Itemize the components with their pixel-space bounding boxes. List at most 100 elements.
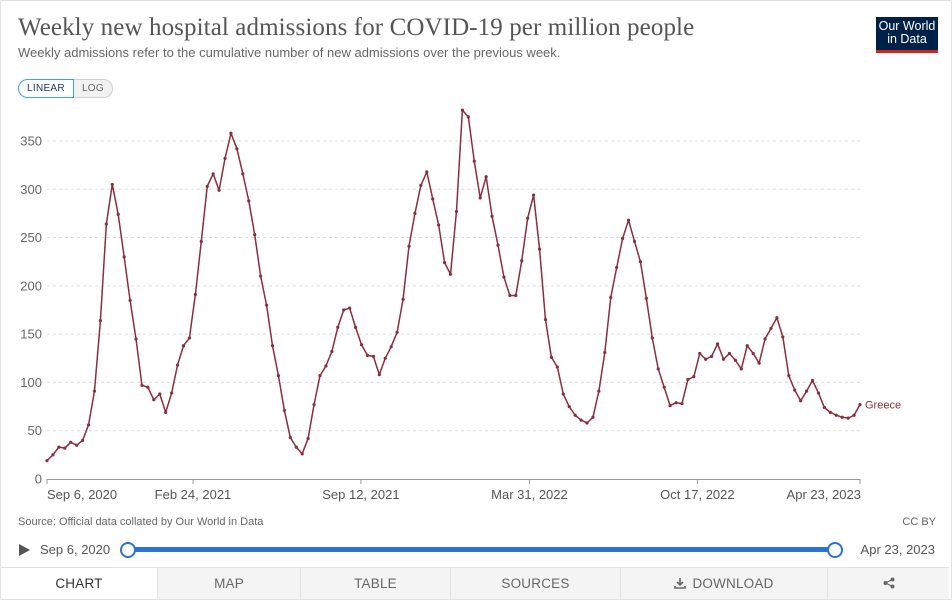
- data-point: [407, 244, 411, 248]
- y-tick-label: 0: [35, 472, 42, 487]
- data-point: [116, 212, 120, 216]
- data-point: [751, 351, 755, 356]
- data-point: [306, 436, 310, 441]
- play-icon[interactable]: [19, 544, 30, 556]
- data-point: [502, 275, 506, 279]
- data-point: [567, 404, 571, 409]
- data-point: [395, 330, 399, 334]
- data-point: [822, 405, 826, 410]
- data-point: [371, 354, 375, 358]
- data-point: [104, 222, 108, 226]
- data-point: [585, 421, 589, 425]
- data-point: [443, 261, 447, 265]
- tab-map[interactable]: MAP: [157, 568, 300, 599]
- y-tick-label: 200: [20, 278, 42, 293]
- data-point: [270, 344, 275, 348]
- timeline-end-label: Apr 23, 2023: [860, 542, 935, 557]
- data-point: [448, 272, 453, 276]
- data-point: [241, 172, 245, 176]
- data-point: [365, 353, 370, 357]
- data-point: [484, 175, 488, 179]
- tab-chart-label: CHART: [55, 576, 103, 591]
- data-point: [276, 374, 281, 378]
- download-icon: [674, 577, 687, 589]
- y-tick-label: 350: [20, 133, 42, 148]
- data-point: [247, 199, 251, 203]
- tab-table-label: TABLE: [354, 576, 397, 591]
- data-point: [217, 188, 221, 192]
- data-point: [692, 375, 696, 379]
- tab-sources[interactable]: SOURCES: [450, 568, 620, 599]
- data-point: [158, 392, 162, 396]
- data-point: [437, 223, 441, 227]
- data-point: [662, 385, 666, 389]
- data-point: [259, 274, 263, 278]
- timeline-start-handle[interactable]: [120, 542, 136, 558]
- data-point: [615, 265, 619, 270]
- data-point: [508, 293, 512, 298]
- data-point: [342, 308, 346, 312]
- data-point: [63, 446, 67, 450]
- data-point: [858, 403, 862, 407]
- data-point: [419, 183, 423, 187]
- y-tick-label: 300: [20, 182, 42, 197]
- tab-table[interactable]: TABLE: [300, 568, 450, 599]
- data-point: [193, 292, 197, 297]
- data-point: [573, 413, 577, 417]
- tab-download[interactable]: DOWNLOAD: [620, 568, 827, 599]
- tab-share[interactable]: [827, 568, 949, 599]
- data-point: [383, 356, 387, 360]
- data-point: [294, 445, 298, 449]
- data-point: [668, 404, 672, 408]
- data-point: [769, 326, 773, 330]
- data-point: [674, 401, 678, 405]
- data-point: [110, 182, 114, 187]
- data-point: [264, 303, 269, 307]
- chart-subtitle: Weekly admissions refer to the cumulativ…: [18, 45, 561, 60]
- timeline-track[interactable]: [128, 547, 835, 552]
- x-tick-label: Sep 6, 2020: [47, 487, 117, 502]
- timeline: Sep 6, 2020 Apr 23, 2023: [18, 540, 936, 560]
- data-point: [549, 355, 554, 359]
- data-point: [591, 415, 595, 419]
- data-point: [348, 306, 352, 310]
- data-point: [223, 156, 227, 160]
- data-point: [75, 443, 79, 447]
- data-point: [834, 413, 838, 417]
- data-point: [229, 131, 233, 135]
- linear-scale-button[interactable]: LINEAR: [18, 79, 74, 98]
- data-point: [781, 335, 785, 339]
- data-point: [472, 159, 476, 163]
- x-tick-label: Apr 23, 2023: [787, 487, 861, 502]
- data-point: [621, 236, 625, 241]
- data-point: [526, 216, 530, 220]
- line-chart: 0 50 100 150 200 250 300 350 Sep 6, 2020 Feb 24, …: [20, 108, 901, 502]
- data-point: [532, 193, 536, 197]
- data-point: [152, 398, 156, 402]
- data-point: [597, 389, 601, 393]
- tab-sources-label: SOURCES: [501, 576, 570, 591]
- data-point: [45, 459, 49, 463]
- log-scale-button[interactable]: LOG: [73, 79, 113, 98]
- scale-toggle: LINEAR LOG: [18, 79, 113, 98]
- source-note[interactable]: Source: Official data collated by Our Wo…: [18, 516, 264, 528]
- data-point: [92, 389, 97, 393]
- logo-line-1: Our World: [878, 19, 936, 33]
- data-point: [775, 316, 779, 320]
- data-point: [235, 147, 239, 151]
- data-point: [686, 377, 690, 382]
- tab-chart[interactable]: CHART: [1, 568, 157, 599]
- license-label[interactable]: CC BY: [902, 516, 936, 528]
- data-point: [739, 367, 743, 371]
- owid-logo[interactable]: Our World in Data: [876, 17, 938, 53]
- data-point: [98, 319, 103, 323]
- data-point: [537, 247, 542, 251]
- data-point: [413, 211, 417, 216]
- data-point: [763, 337, 767, 341]
- x-tick-label: Mar 31, 2022: [491, 487, 568, 502]
- tab-download-label: DOWNLOAD: [692, 576, 774, 591]
- data-point: [359, 343, 364, 347]
- tab-bar: CHART MAP TABLE SOURCES DOWNLOAD: [1, 567, 949, 599]
- timeline-end-handle[interactable]: [827, 542, 843, 558]
- data-point: [710, 354, 714, 358]
